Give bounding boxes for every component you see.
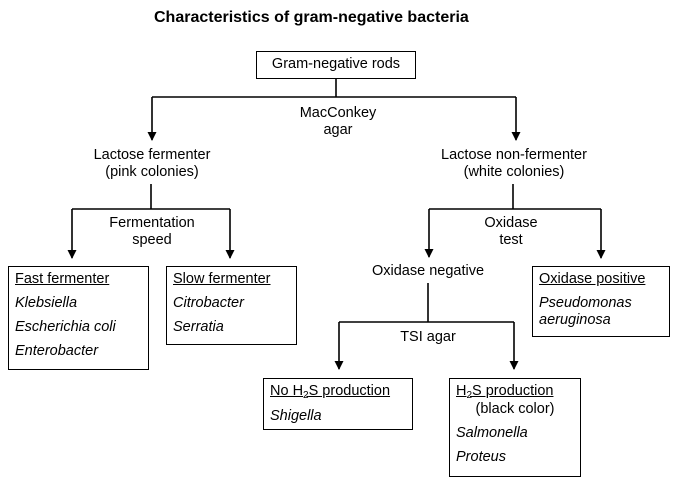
slow-fermenter-heading: Slow fermenter [173,271,271,287]
lactose-non-fermenter-label: Lactose non-fermenter (white colonies) [419,147,609,181]
oxidase-test-line2: test [499,232,523,248]
lactose-non-fermenter-line1: Lactose non-fermenter [441,147,587,163]
lactose-fermenter-line2: (pink colonies) [105,164,199,180]
h2s-heading: H2S production [456,383,554,401]
macconkey-label: MacConkey agar [283,105,393,139]
fast-fermenter-heading: Fast fermenter [15,271,110,287]
h2s-note: (black color) [475,401,555,417]
slow-fermenter-box: Slow fermenter Citrobacter Serratia [166,266,297,345]
fermentation-speed-line1: Fermentation [109,215,195,231]
slow-fermenter-item: Citrobacter [173,295,244,311]
oxidase-negative-label: Oxidase negative [371,263,485,279]
oxidase-test-line1: Oxidase [484,215,538,231]
fermentation-speed-label: Fermentation speed [92,215,212,249]
tsi-agar-label: TSI agar [383,329,473,346]
h2s-item: Salmonella [456,425,528,441]
oxidase-positive-organism-line1: Pseudomonas [539,295,632,311]
fermentation-speed-line2: speed [132,232,172,248]
slow-fermenter-item: Serratia [173,319,224,335]
no-h2s-box: No H2S production Shigella [263,378,413,430]
fast-fermenter-box: Fast fermenter Klebsiella Escherichia co… [8,266,149,370]
oxidase-test-label: Oxidase test [466,215,556,249]
root-box: Gram-negative rods [256,51,416,79]
no-h2s-heading: No H2S production [270,383,391,401]
fast-fermenter-item: Escherichia coli [15,319,116,335]
fast-fermenter-item: Enterobacter [15,343,99,359]
h2s-item: Proteus [456,449,506,465]
lactose-non-fermenter-line2: (white colonies) [463,164,565,180]
lactose-fermenter-label: Lactose fermenter (pink colonies) [72,147,232,181]
root-label: Gram-negative rods [271,56,401,72]
h2s-box: H2S production (black color) Salmonella … [449,378,581,477]
oxidase-positive-organism-line2: aeruginosa [539,312,611,328]
oxidase-positive-box: Oxidase positive Pseudomonas aeruginosa [532,266,670,337]
diagram-title: Characteristics of gram-negative bacteri… [154,9,469,26]
no-h2s-item: Shigella [270,408,322,424]
lactose-fermenter-line1: Lactose fermenter [93,147,211,163]
macconkey-line2: agar [323,122,353,138]
macconkey-line1: MacConkey [299,105,377,121]
oxidase-positive-heading: Oxidase positive [539,271,646,287]
fast-fermenter-item: Klebsiella [15,295,78,311]
